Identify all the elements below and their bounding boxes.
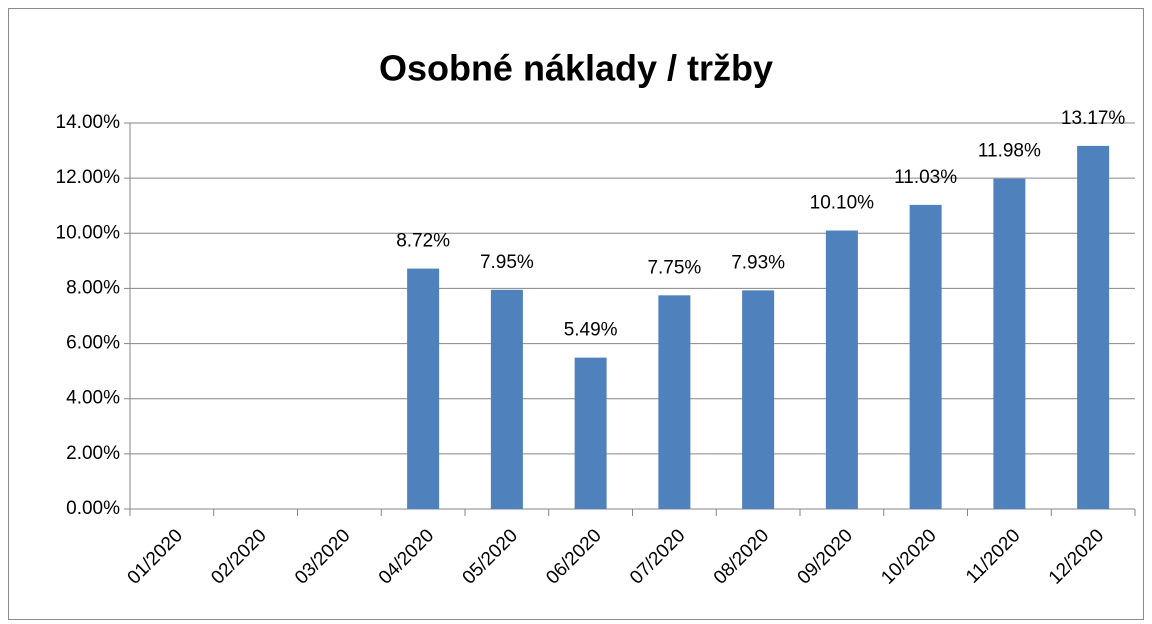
data-label: 11.98% [978, 141, 1041, 162]
bar [658, 295, 691, 509]
y-tick-label: 10.00% [56, 222, 121, 243]
data-label: 13.17% [1061, 108, 1126, 129]
y-tick-label: 0.00% [66, 498, 120, 519]
data-label: 7.75% [647, 257, 701, 278]
y-tick-label: 12.00% [56, 167, 121, 188]
bar [993, 178, 1026, 510]
y-tick-label: 6.00% [66, 333, 120, 354]
data-label: 10.10% [810, 193, 875, 214]
chart-title: Osobné náklady / tržby [379, 48, 773, 89]
bar [1077, 145, 1110, 510]
bar [825, 230, 858, 509]
data-label: 7.93% [731, 252, 785, 273]
y-tick-label: 4.00% [66, 388, 120, 409]
data-label: 7.95% [480, 252, 534, 273]
data-label: 8.72% [396, 231, 450, 252]
bar [909, 204, 942, 509]
bar [574, 357, 607, 509]
y-tick-label: 14.00% [56, 112, 121, 133]
bar [742, 290, 775, 509]
data-label: 11.03% [894, 167, 957, 188]
chart-border [8, 8, 1144, 620]
y-tick-label: 2.00% [66, 443, 120, 464]
y-tick-label: 8.00% [66, 277, 120, 298]
bar [407, 268, 440, 509]
bar [490, 289, 523, 509]
data-label: 5.49% [564, 320, 618, 341]
